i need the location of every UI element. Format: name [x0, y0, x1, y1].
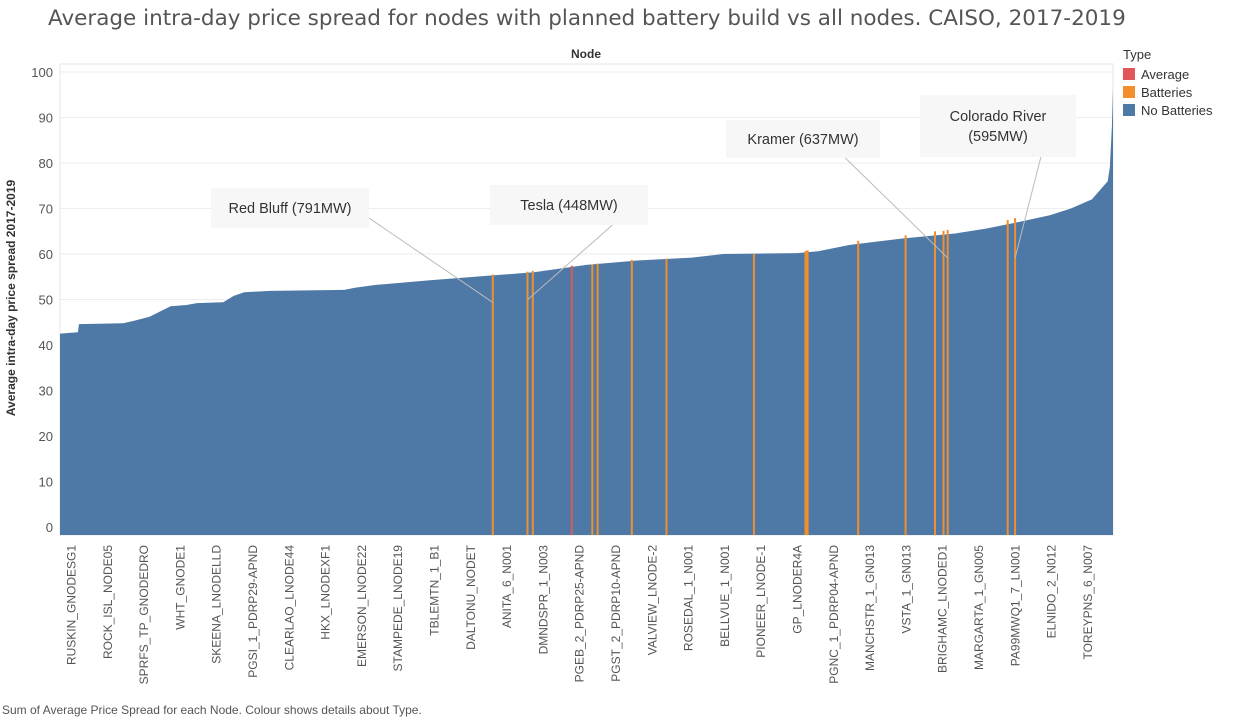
x-tick-label: HKX_LNODEXF1 — [319, 545, 333, 640]
battery-bar — [591, 264, 594, 535]
x-tick-label: GP_LNODER4A — [791, 545, 805, 634]
x-tick-label: EMERSON_LNODE22 — [355, 545, 369, 667]
annotation-label: Kramer (637MW) — [747, 132, 858, 148]
legend-swatch-batteries — [1123, 86, 1135, 98]
annotation-label: (595MW) — [968, 129, 1028, 145]
annotation-box — [490, 185, 648, 225]
x-tick-label: MANCHSTR_1_GN013 — [863, 545, 877, 671]
y-tick-label: 80 — [39, 156, 53, 171]
battery-bar — [904, 235, 907, 536]
battery-bar — [946, 229, 949, 535]
battery-bar — [752, 254, 755, 535]
battery-bar — [1006, 219, 1009, 535]
chart-title: Average intra-day price spread for nodes… — [48, 6, 1126, 31]
footnote: Sum of Average Price Spread for each Nod… — [2, 703, 422, 717]
legend-item-average[interactable]: Average — [1123, 65, 1213, 83]
average-bar — [570, 265, 573, 535]
battery-bar — [596, 263, 599, 535]
x-tick-label: PIONEER_LNODE-1 — [754, 545, 768, 658]
legend-item-no-batteries[interactable]: No Batteries — [1123, 101, 1213, 119]
x-tick-label: PGEB_2_PDRP25-APND — [573, 545, 587, 683]
legend-item-batteries[interactable]: Batteries — [1123, 83, 1213, 101]
x-tick-label: ELNIDO_2_N012 — [1045, 545, 1059, 639]
legend-swatch-no-batteries — [1123, 104, 1135, 116]
legend-label: No Batteries — [1141, 102, 1213, 118]
battery-bar — [934, 231, 936, 536]
annotations: Red Bluff (791MW) Tesla (448MW) Kramer (63… — [211, 95, 1076, 303]
y-tick-label: 10 — [39, 475, 53, 490]
x-tick-label: TOREYPNS_6_N007 — [1081, 545, 1095, 660]
area-chart: 0 10 20 30 40 50 60 70 80 90 100 Red Bluff (791MW)… — [4, 47, 1114, 684]
x-tick-label: ANITA_6_N001 — [500, 545, 514, 628]
battery-bar — [630, 259, 633, 535]
x-tick-label: DMNDSPR_1_N003 — [536, 545, 550, 655]
legend-label: Batteries — [1141, 84, 1193, 100]
x-tick-label: PGST_2_PDRP10-APND — [609, 545, 623, 682]
x-tick-label: TBLEMTN_1_B1 — [428, 545, 442, 636]
x-tick-label: MARGARTA_1_GN005 — [972, 545, 986, 670]
legend-swatch-average — [1123, 68, 1135, 80]
battery-bar — [491, 274, 494, 535]
area-no-batteries — [60, 87, 1113, 536]
x-tick-label: BELLVUE_1_N001 — [718, 545, 732, 647]
x-axis: RUSKIN_GNODESG1 ROCK_ISL_NODE05 SPRFS_TP_G… — [65, 544, 1095, 684]
x-tick-label: ROCK_ISL_NODE05 — [101, 545, 115, 659]
x-tick-label: ROSEDAL_1_N001 — [682, 545, 696, 651]
annotation-leader — [1014, 156, 1042, 259]
legend-title: Type — [1123, 47, 1152, 62]
battery-bar — [531, 270, 534, 535]
y-tick-label: 60 — [39, 247, 53, 262]
y-axis-label: Average intra-day price spread 2017-2019 — [4, 180, 18, 417]
x-tick-label: PGNC_1_PDRP04-APND — [827, 545, 841, 684]
x-tick-label: BRIGHAMC_LNODED1 — [936, 545, 950, 673]
battery-marks — [491, 218, 1017, 536]
annotation-label: Tesla (448MW) — [520, 198, 618, 214]
x-tick-label: DALTONU_NODET — [464, 544, 478, 650]
x-tick-label: CLEARLAO_LNODE44 — [282, 545, 296, 671]
annotation-leader — [527, 224, 613, 301]
annotation-box — [726, 120, 880, 158]
battery-bar — [857, 240, 860, 536]
x-tick-label: PGSI_1_PDRP29-APND — [246, 545, 260, 678]
y-tick-label: 70 — [39, 202, 53, 217]
annotation-label: Colorado River — [950, 109, 1047, 125]
battery-bar — [804, 251, 807, 536]
y-tick-label: 90 — [39, 111, 53, 126]
y-tick-label: 0 — [46, 520, 53, 535]
x-axis-label: Node — [571, 47, 601, 61]
x-tick-label: VALVIEW_LNODE-2 — [645, 545, 659, 656]
annotation-leader — [845, 157, 949, 259]
y-tick-label: 50 — [39, 293, 53, 308]
x-tick-label: SPRFS_TP_GNODEDRO — [137, 545, 151, 684]
legend: Type Average Batteries No Batteries — [1123, 47, 1213, 119]
x-tick-label: PA99MWQ1_7_LN001 — [1008, 545, 1022, 667]
y-tick-label: 30 — [39, 384, 53, 399]
x-tick-label: SKEENA_LNODELLD — [210, 545, 224, 664]
battery-bar — [942, 230, 945, 536]
x-tick-label: STAMPEDE_LNODE19 — [391, 545, 405, 672]
legend-label: Average — [1141, 66, 1190, 82]
annotation-box — [211, 188, 369, 228]
area-layer — [60, 87, 1113, 536]
annotation-label: Red Bluff (791MW) — [228, 201, 351, 217]
annotation-box — [920, 95, 1076, 157]
battery-bar — [806, 250, 809, 535]
y-tick-label: 100 — [31, 65, 53, 80]
annotation-leader — [368, 217, 494, 303]
battery-bar — [526, 271, 529, 535]
y-tick-label: 40 — [39, 338, 53, 353]
x-tick-label: RUSKIN_GNODESG1 — [65, 545, 79, 665]
x-tick-label: VSTA_1_GN013 — [899, 545, 913, 634]
y-axis: 0 10 20 30 40 50 60 70 80 90 100 — [31, 65, 53, 535]
battery-bar — [665, 258, 668, 535]
battery-bar — [1014, 218, 1017, 535]
x-tick-label: WHT_GNODE1 — [173, 545, 187, 630]
y-tick-label: 20 — [39, 429, 53, 444]
